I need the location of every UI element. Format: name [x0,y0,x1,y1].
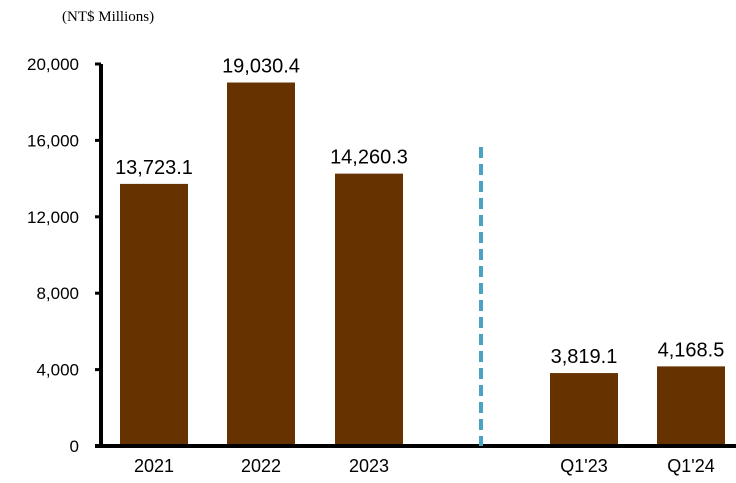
y-tick-label-4: 16,000 [27,131,79,150]
y-tick-label-0: 0 [70,437,79,456]
y-tick-label-3: 12,000 [27,208,79,227]
data-label-0: 13,723.1 [115,157,193,179]
bar-1 [227,82,295,447]
x-tick-label-1: 2022 [241,456,281,476]
y-tick-label-5: 20,000 [27,55,79,74]
x-tick-label-3: Q1'23 [560,456,607,476]
bar-3 [550,373,618,446]
unit-label: (NT$ Millions) [62,9,154,25]
x-tick-label-0: 2021 [134,456,174,476]
y-tick-label-1: 4,000 [36,361,79,380]
data-label-4: 4,168.5 [658,339,725,361]
bar-4 [657,366,725,446]
data-label-1: 19,030.4 [222,56,300,78]
data-label-3: 3,819.1 [551,346,618,368]
y-tick-label-2: 8,000 [36,284,79,303]
x-tick-label-2: 2023 [349,456,389,476]
x-tick-label-4: Q1'24 [667,456,714,476]
data-label-2: 14,260.3 [330,147,408,169]
bar-0 [120,183,188,446]
bar-2 [335,173,403,446]
